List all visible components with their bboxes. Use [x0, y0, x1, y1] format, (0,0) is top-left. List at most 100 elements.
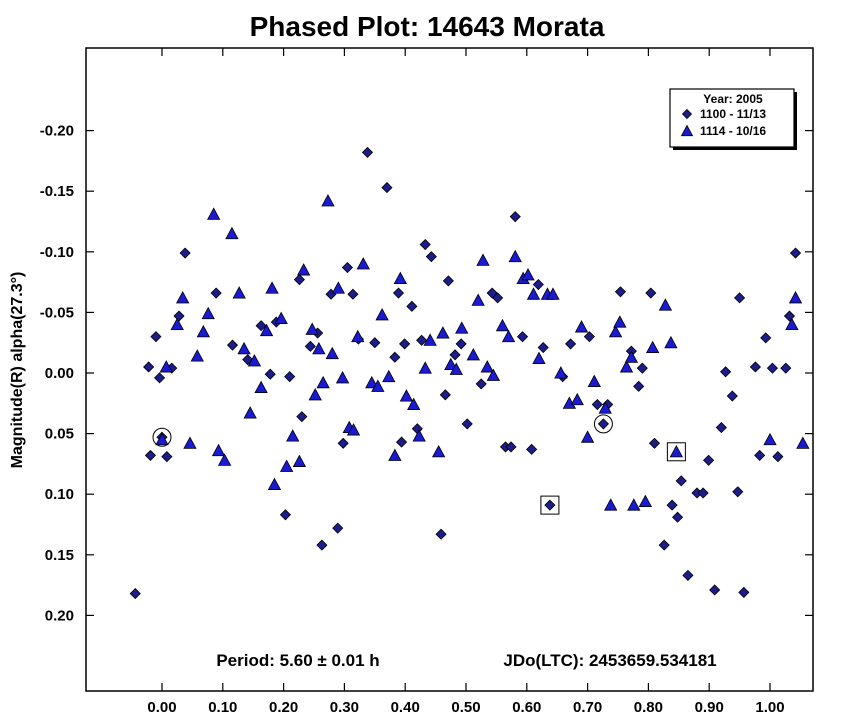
data-point-diamond [789, 247, 802, 259]
data-point-diamond [161, 451, 173, 463]
data-point-diamond [150, 331, 162, 343]
y-tick-label: -0.15 [40, 183, 74, 200]
data-point-triangle [486, 368, 501, 381]
data-point-diamond [425, 251, 437, 263]
data-point-triangle [365, 375, 379, 389]
data-point-diamond [715, 421, 727, 434]
data-point-diamond [332, 522, 344, 534]
data-point-triangle [658, 298, 673, 311]
chart-title: Phased Plot: 14643 Morata [250, 11, 605, 42]
data-point-triangle [346, 423, 361, 436]
data-point-triangle [436, 326, 450, 339]
data-point-triangle [574, 320, 589, 333]
data-point-triangle [604, 498, 618, 511]
data-point-diamond [734, 292, 746, 304]
data-point-triangle [788, 291, 803, 304]
data-point-diamond [505, 441, 517, 453]
data-point-triangle [407, 397, 421, 411]
data-point-diamond [675, 475, 687, 487]
data-point-diamond [226, 339, 239, 351]
data-point-diamond [738, 586, 750, 598]
data-point-triangle [201, 306, 215, 320]
data-point-diamond [475, 378, 487, 390]
data-point-triangle [619, 360, 634, 373]
data-point-triangle [554, 366, 568, 379]
data-point-triangle [431, 444, 446, 458]
legend-marker-diamond [681, 108, 693, 120]
data-point-triangle [393, 271, 408, 284]
data-point-diamond [296, 411, 308, 423]
data-point-diamond [381, 181, 393, 194]
data-point-triangle [211, 443, 226, 457]
data-point-triangle [449, 362, 463, 375]
highlight-square [666, 442, 686, 462]
data-point-diamond [645, 287, 657, 299]
data-point-triangle [526, 287, 541, 300]
data-point-triangle [476, 253, 490, 266]
data-points [129, 146, 810, 600]
data-point-triangle [495, 318, 510, 332]
data-point-diamond [264, 368, 276, 380]
data-point-diamond [337, 437, 349, 449]
data-point-triangle [225, 226, 239, 240]
data-point-diamond [766, 362, 778, 374]
data-point-diamond [672, 511, 684, 523]
data-point-triangle [412, 429, 426, 442]
data-point-diamond [760, 332, 772, 344]
axis-ticks: 0.00 0.10 0.20 0.30 0.40 0.50 0.60 0.70 0.80 0.90… [40, 48, 813, 716]
data-point-triangle [155, 432, 169, 446]
data-point-diamond [255, 320, 267, 332]
data-point-triangle [624, 350, 639, 363]
data-point-diamond [780, 362, 792, 374]
data-point-triangle [274, 311, 288, 324]
data-point-triangle [613, 315, 627, 328]
data-point-diamond [284, 371, 296, 383]
data-point-triangle [471, 293, 485, 306]
data-point-triangle [356, 257, 370, 270]
data-point-diamond [703, 454, 715, 466]
data-point-triangle [521, 267, 535, 281]
data-point-triangle [388, 448, 402, 461]
data-point-diamond [369, 337, 381, 349]
data-point-triangle [279, 459, 294, 472]
data-point-triangle [207, 207, 221, 220]
data-point-triangle [190, 349, 204, 362]
data-point-triangle [580, 430, 595, 443]
data-point-triangle [444, 357, 458, 371]
x-tick-label: 0.10 [208, 699, 237, 716]
data-point-triangle [170, 317, 184, 331]
data-point-triangle [455, 321, 469, 334]
data-point-diamond [361, 146, 374, 158]
data-point-diamond [173, 310, 185, 322]
data-point-diamond [399, 338, 411, 350]
data-point-diamond [565, 338, 577, 350]
data-point-diamond [732, 486, 744, 498]
data-point-diamond [666, 499, 678, 511]
data-point-triangle [546, 287, 560, 300]
data-point-diamond [316, 539, 328, 551]
data-point-diamond [455, 338, 467, 350]
data-point-triangle [305, 322, 319, 335]
data-point-triangle [664, 335, 678, 349]
legend-entry-label: 1114 - 10/16 [700, 124, 766, 138]
data-point-diamond [439, 389, 451, 401]
data-point-triangle [399, 389, 414, 402]
data-point-diamond [526, 443, 538, 455]
x-tick-label: 0.90 [695, 699, 724, 716]
data-point-triangle [286, 429, 300, 442]
data-point-diamond [614, 286, 626, 298]
x-tick-label: 0.60 [512, 699, 541, 716]
data-point-triangle [785, 317, 799, 331]
data-point-triangle [371, 379, 385, 392]
data-point-diamond [697, 487, 709, 499]
data-point-diamond [726, 390, 738, 402]
data-point-triangle [159, 360, 173, 373]
data-point-diamond [461, 418, 473, 430]
data-point-diamond [279, 509, 291, 521]
highlight-frames [152, 414, 686, 515]
data-point-triangle [292, 454, 307, 467]
data-point-diamond [304, 340, 316, 352]
data-point-diamond [709, 584, 721, 596]
y-axis-label: Magnitude(R) alpha(27.3°) [9, 272, 26, 469]
data-point-diamond [532, 278, 544, 291]
